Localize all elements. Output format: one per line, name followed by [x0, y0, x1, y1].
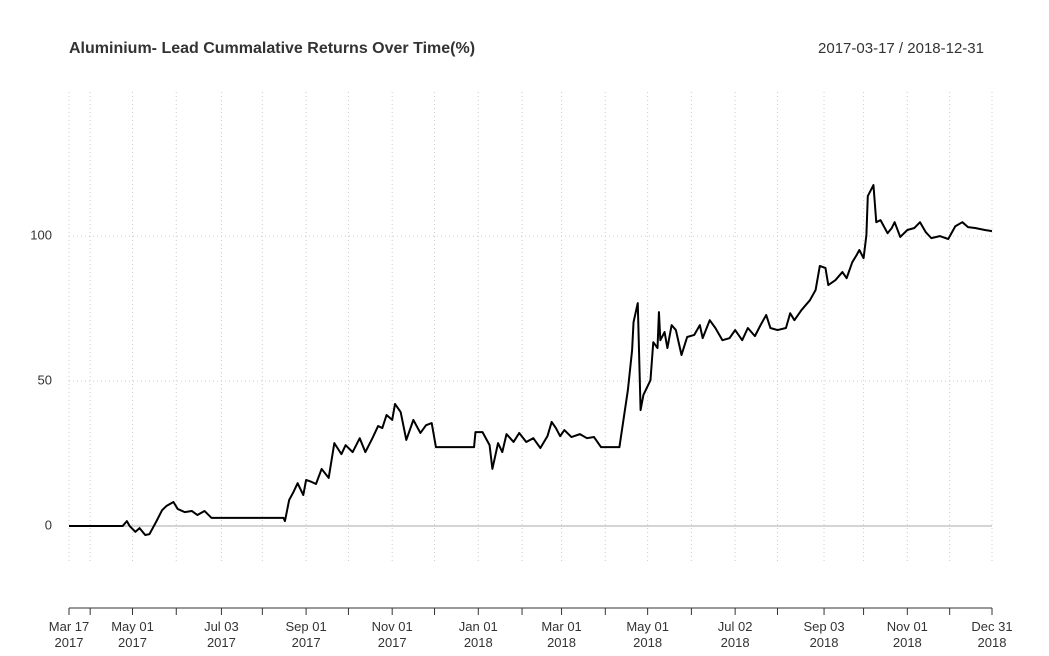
x-tick-label: Nov 01 2017 [372, 619, 413, 650]
y-tick-label: 100 [30, 228, 52, 243]
x-tick-label: Mar 17 2017 [49, 619, 89, 650]
x-tick-label: May 01 2018 [626, 619, 669, 650]
x-tick-label: Dec 31 2018 [971, 619, 1012, 650]
chart-title: Aluminium- Lead Cummalative Returns Over… [69, 40, 475, 57]
x-tick-label: Jul 02 2018 [718, 619, 753, 650]
x-tick-label: Jan 01 2018 [459, 619, 498, 650]
y-tick-label: 50 [38, 373, 52, 388]
chart-subtitle: 2017-03-17 / 2018-12-31 [818, 40, 984, 57]
x-tick-label: Nov 01 2018 [887, 619, 928, 650]
x-tick-label: May 01 2017 [111, 619, 154, 650]
series-line [69, 184, 993, 537]
x-tick-label: Jul 03 2017 [204, 619, 239, 650]
x-tick-label: Mar 01 2018 [541, 619, 581, 650]
x-tick-label: Sep 01 2017 [285, 619, 326, 650]
y-tick-label: 0 [45, 517, 52, 532]
x-tick-label: Sep 03 2018 [803, 619, 844, 650]
